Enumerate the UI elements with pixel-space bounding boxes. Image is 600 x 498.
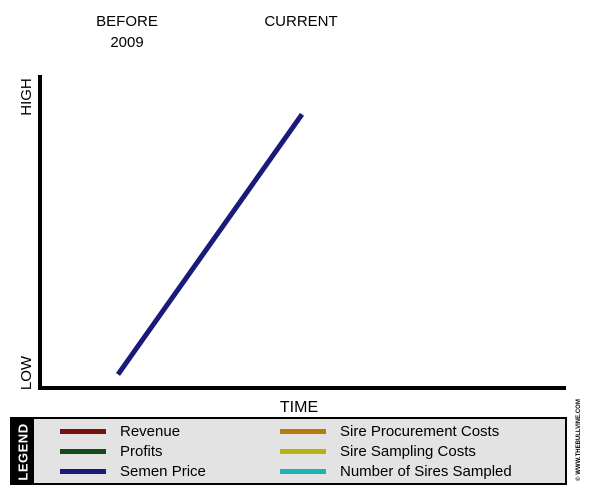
y-label-low: LOW	[18, 355, 35, 390]
legend-swatch-number-of-sires-sampled	[280, 469, 326, 474]
x-axis-title: TIME	[280, 399, 318, 416]
series-layer	[115, 112, 305, 376]
legend-label-semen-price: Semen Price	[120, 463, 206, 480]
legend-title: LEGEND	[15, 423, 31, 481]
legend-title-box: LEGEND	[12, 419, 34, 483]
x-label-before-line1: BEFORE	[96, 13, 158, 30]
x-label-before-line2: 2009	[110, 34, 143, 51]
legend-item-profits: Profits	[60, 442, 163, 461]
legend-label-sire-procurement-costs: Sire Procurement Costs	[340, 423, 500, 440]
legend-swatch-sire-sampling-costs	[280, 449, 326, 454]
legend-swatch-revenue	[60, 429, 106, 434]
y-label-high: HIGH	[18, 78, 35, 116]
legend-item-sire-procurement-costs: Sire Procurement Costs	[280, 422, 499, 441]
legend-swatch-semen-price	[60, 469, 106, 474]
legend-label-profits: Profits	[120, 443, 163, 460]
series-line-semen-price	[115, 112, 305, 376]
legend-label-number-of-sires-sampled: Number of Sires Sampled	[340, 463, 512, 480]
legend: LEGEND Revenue Profits Semen Price Sire …	[10, 417, 567, 485]
legend-item-semen-price: Semen Price	[60, 462, 206, 481]
x-label-current: CURRENT	[264, 13, 337, 30]
legend-item-sire-sampling-costs: Sire Sampling Costs	[280, 442, 476, 461]
legend-label-revenue: Revenue	[120, 423, 181, 440]
legend-item-number-of-sires-sampled: Number of Sires Sampled	[280, 462, 512, 481]
legend-item-revenue: Revenue	[60, 422, 180, 441]
legend-label-sire-sampling-costs: Sire Sampling Costs	[340, 443, 476, 460]
legend-swatch-profits	[60, 449, 106, 454]
watermark: © WWW.THEBULLVINE.COM	[576, 399, 582, 481]
legend-swatch-sire-procurement-costs	[280, 429, 326, 434]
